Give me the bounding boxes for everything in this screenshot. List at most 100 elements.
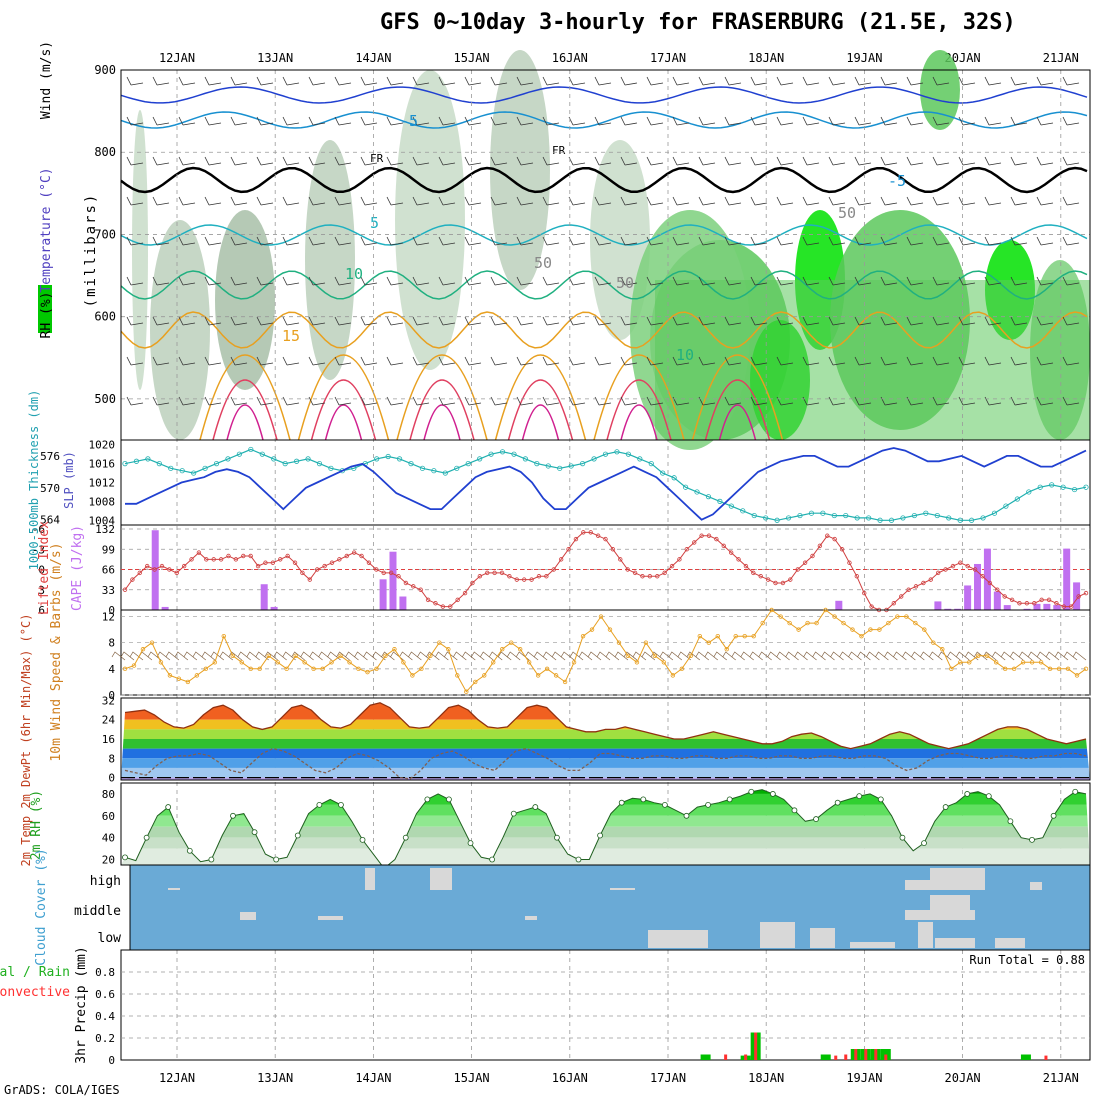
cape-bar [835, 600, 843, 610]
temp-contour [120, 86, 1088, 104]
li-tick-label: -3 [32, 543, 45, 556]
wind-barb [204, 156, 222, 166]
precip-tick-label: 0.6 [95, 988, 115, 1001]
wind-barb [620, 196, 638, 206]
slp-point [1014, 496, 1020, 502]
wind-barb [880, 396, 898, 406]
wind-barb [120, 651, 135, 661]
wind-barb [230, 156, 248, 166]
temp-contour [704, 379, 771, 441]
wind-barb [906, 76, 924, 86]
wind-speed-point [302, 660, 307, 665]
cloud-patch [610, 888, 635, 890]
wind-barb [438, 76, 456, 86]
li-point [669, 563, 675, 569]
thickness-axis-label: 1000-500mb Thickness (dm) [27, 390, 41, 571]
wind-barb [183, 651, 198, 661]
wind-barb [1036, 316, 1054, 326]
rh-color-band [121, 848, 1090, 865]
wind-speed-point [679, 666, 685, 672]
wind-barb [308, 76, 326, 86]
wind-speed-point [993, 660, 999, 665]
wind-barb [308, 156, 326, 166]
wind-barb [958, 276, 976, 286]
wind-barb [506, 651, 521, 661]
li-point [935, 570, 941, 576]
rh-point [661, 801, 668, 808]
date-label-top: 17JAN [650, 51, 686, 65]
slp-line [124, 448, 1087, 521]
wind-barb [569, 651, 584, 661]
wind-barb [237, 651, 251, 661]
rh-shading [150, 220, 210, 440]
cape-bar [964, 585, 972, 610]
wind-speed-point [724, 647, 729, 652]
temp-contour [199, 354, 291, 441]
wind-barb [228, 651, 242, 661]
li-point [167, 567, 172, 572]
rh-point [705, 801, 711, 808]
wind-barb [435, 651, 449, 661]
wind-barb [854, 236, 872, 246]
wind-barb [490, 116, 508, 126]
temp-contour [396, 354, 488, 441]
wind-barb [230, 356, 248, 366]
date-label-top: 21JAN [1043, 51, 1079, 65]
rh-point [856, 793, 863, 800]
slp-point [236, 451, 243, 457]
date-label-bottom: 12JAN [159, 1071, 195, 1085]
slp-point [454, 465, 460, 471]
wind-barb [906, 156, 924, 166]
li-point [714, 536, 719, 542]
wind-barb [542, 396, 560, 406]
wind-barb [308, 276, 326, 286]
rh-point [618, 799, 625, 806]
slp-point [271, 456, 277, 462]
date-label-top: 15JAN [454, 51, 490, 65]
li-point [233, 557, 239, 562]
wind-barb [516, 116, 534, 126]
wind-barb [1010, 196, 1028, 206]
precip-convective-bar [1044, 1055, 1048, 1060]
thickness-tick-label: 564 [40, 514, 60, 527]
wind-barb [461, 651, 476, 661]
temp-panel-frame [120, 697, 1091, 781]
wind-barb [152, 396, 170, 406]
grads-credit: GrADS: COLA/IGES [4, 1083, 120, 1097]
date-label-bottom: 13JAN [257, 1071, 293, 1085]
temp-contour [120, 111, 1088, 129]
wind-barb [620, 316, 638, 326]
wind-barb [178, 356, 196, 366]
wind-barb [174, 651, 189, 661]
wind-speed-point [670, 673, 676, 678]
li-point [122, 587, 128, 592]
li-point [337, 557, 342, 562]
wind-barb [854, 356, 872, 366]
date-label-top: 19JAN [846, 51, 882, 65]
li-point [455, 597, 460, 603]
li-point [144, 563, 150, 569]
wind-tick-label: 8 [108, 637, 115, 650]
wind-barb [1062, 76, 1080, 86]
date-label-top: 18JAN [748, 51, 784, 65]
thickness-tick-label: 576 [40, 450, 60, 463]
wind-barb [906, 356, 924, 366]
wind-barb [776, 356, 794, 366]
wind-barb [490, 236, 508, 246]
temp-contour [310, 379, 377, 441]
wind-barb [984, 276, 1002, 286]
rh-point [942, 804, 949, 810]
li-point [603, 536, 608, 542]
wind-barb [776, 156, 794, 166]
temp-axis-label: 2m Temp 2m DewPt (6hr Min/Max) (°C) [19, 614, 33, 867]
contour-label: 50 [616, 274, 634, 292]
wind-barb [659, 651, 674, 661]
wind-barb [750, 116, 768, 126]
rh-point [424, 796, 431, 803]
wind-barb [126, 356, 144, 366]
wind-barb [854, 116, 872, 126]
wind-barb [1062, 356, 1080, 366]
wind-barb [724, 316, 742, 326]
li-point [226, 553, 231, 559]
